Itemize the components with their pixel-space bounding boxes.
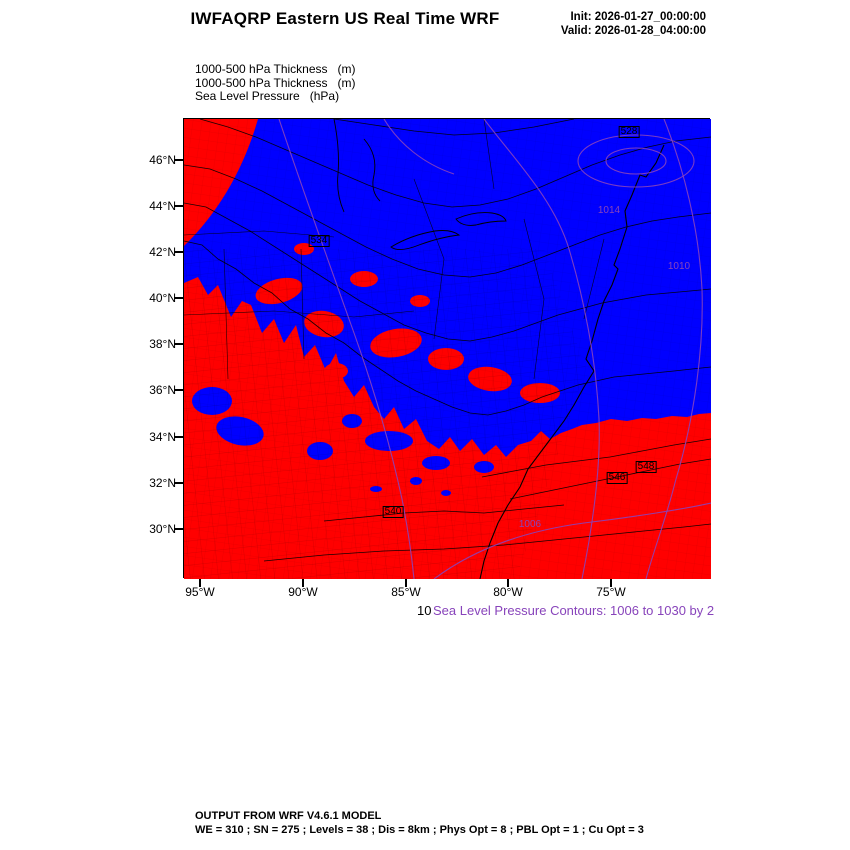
map-graphic	[184, 119, 711, 579]
lat-tick	[174, 251, 183, 253]
lon-label: 85°W	[391, 585, 421, 599]
lon-label: 80°W	[493, 585, 523, 599]
slp-contour-label: 1010	[667, 261, 691, 272]
model-output-line: OUTPUT FROM WRF V4.6.1 MODEL	[195, 810, 382, 822]
valid-time: Valid: 2026-01-28_04:00:00	[560, 25, 706, 37]
field-legend: 1000-500 hPa Thickness (m) 1000-500 hPa …	[195, 62, 356, 104]
lat-tick	[174, 389, 183, 391]
legend-thickness-2: 1000-500 hPa Thickness (m)	[195, 75, 356, 90]
lon-tick	[610, 579, 612, 587]
weather-map: 534 528 1014 1010 546 548 540 1006	[183, 118, 711, 579]
lat-tick	[174, 482, 183, 484]
lon-tick	[507, 579, 509, 587]
lon-label: 95°W	[185, 585, 215, 599]
slp-contour-caption: Sea Level Pressure Contours: 1006 to 103…	[433, 603, 715, 618]
county-texture	[184, 119, 711, 579]
coastline	[479, 144, 665, 579]
legend-thickness-1: 1000-500 hPa Thickness (m)	[195, 62, 356, 76]
thickness-contour-label: 548	[635, 461, 657, 473]
lat-tick	[174, 205, 183, 207]
lon-tick	[199, 579, 201, 587]
lon-tick	[405, 579, 407, 587]
lat-label: 46°N	[149, 153, 176, 167]
great-lakes	[333, 119, 507, 250]
init-time: Init: 2026-01-27_00:00:00	[570, 11, 706, 23]
legend-slp: Sea Level Pressure (hPa)	[195, 89, 340, 103]
lon-label: 75°W	[596, 585, 626, 599]
lat-tick	[174, 159, 183, 161]
lat-tick	[174, 343, 183, 345]
lat-label: 40°N	[149, 291, 176, 305]
lat-tick	[174, 528, 183, 530]
run-times: Init: 2026-01-27_00:00:00 Valid: 2026-01…	[561, 10, 706, 38]
lat-label: 38°N	[149, 337, 176, 351]
lat-label: 44°N	[149, 199, 176, 213]
lon-tick	[302, 579, 304, 587]
lat-label: 32°N	[149, 476, 176, 490]
lat-label: 36°N	[149, 383, 176, 397]
lat-label: 30°N	[149, 522, 176, 536]
lon-label: 90°W	[288, 585, 318, 599]
lat-tick	[174, 297, 183, 299]
page-title: IWFAQRP Eastern US Real Time WRF	[190, 9, 500, 28]
lat-label: 42°N	[149, 245, 176, 259]
thickness-contour-label: 546	[606, 472, 628, 484]
thickness-contour-label: 540	[382, 506, 404, 518]
slp-contour-label: 1006	[518, 519, 542, 530]
model-config-line: WE = 310 ; SN = 275 ; Levels = 38 ; Dis …	[195, 824, 644, 836]
lat-tick	[174, 436, 183, 438]
slp-contours	[278, 119, 711, 579]
thickness-contour-label: 534	[308, 235, 330, 247]
lat-label: 34°N	[149, 430, 176, 444]
slp-contour-label: 1014	[597, 205, 621, 216]
thickness-contour-label: 528	[618, 126, 640, 138]
caption-overlap-text: 10	[417, 603, 432, 618]
state-borders	[184, 119, 605, 380]
thickness-contours	[184, 119, 711, 562]
